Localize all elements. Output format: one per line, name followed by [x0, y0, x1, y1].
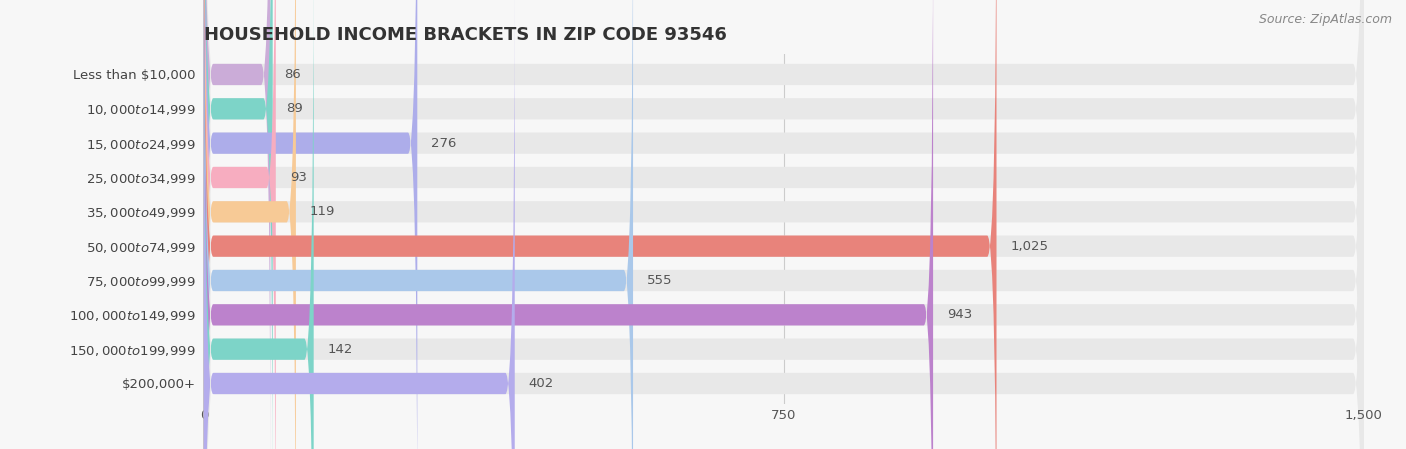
FancyBboxPatch shape — [204, 0, 1364, 449]
FancyBboxPatch shape — [204, 0, 1364, 449]
Text: 89: 89 — [287, 102, 304, 115]
FancyBboxPatch shape — [204, 0, 997, 449]
FancyBboxPatch shape — [204, 0, 295, 449]
Text: 1,025: 1,025 — [1011, 240, 1049, 253]
FancyBboxPatch shape — [204, 0, 1364, 449]
Text: 86: 86 — [284, 68, 301, 81]
Text: 943: 943 — [948, 308, 973, 321]
Text: 276: 276 — [432, 136, 457, 150]
FancyBboxPatch shape — [204, 0, 1364, 449]
Text: Source: ZipAtlas.com: Source: ZipAtlas.com — [1258, 13, 1392, 26]
FancyBboxPatch shape — [204, 0, 314, 449]
FancyBboxPatch shape — [204, 0, 418, 449]
FancyBboxPatch shape — [204, 0, 276, 449]
Text: 555: 555 — [647, 274, 672, 287]
FancyBboxPatch shape — [204, 0, 515, 449]
Text: 93: 93 — [290, 171, 307, 184]
Text: 142: 142 — [328, 343, 353, 356]
FancyBboxPatch shape — [204, 0, 1364, 449]
FancyBboxPatch shape — [204, 0, 1364, 449]
Text: HOUSEHOLD INCOME BRACKETS IN ZIP CODE 93546: HOUSEHOLD INCOME BRACKETS IN ZIP CODE 93… — [204, 26, 727, 44]
FancyBboxPatch shape — [204, 0, 273, 449]
FancyBboxPatch shape — [204, 0, 270, 449]
FancyBboxPatch shape — [204, 0, 1364, 449]
Text: 119: 119 — [309, 205, 335, 218]
FancyBboxPatch shape — [204, 0, 1364, 449]
FancyBboxPatch shape — [204, 0, 1364, 449]
FancyBboxPatch shape — [204, 0, 934, 449]
Text: 402: 402 — [529, 377, 554, 390]
FancyBboxPatch shape — [204, 0, 1364, 449]
FancyBboxPatch shape — [204, 0, 633, 449]
